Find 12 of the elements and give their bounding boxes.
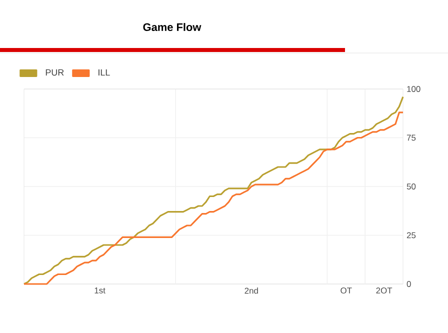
y-tick-label: 50	[406, 184, 416, 190]
chart-title: Game Flow	[143, 22, 202, 32]
y-tick-label: 75	[406, 134, 416, 141]
x-tick-label: 1st	[94, 288, 106, 294]
y-tick-label: 0	[406, 281, 411, 287]
y-tick-label: 100	[407, 86, 420, 92]
x-tick-label: OT	[340, 288, 352, 294]
x-tick-label: 2nd	[244, 288, 258, 294]
legend-label: ILL	[98, 69, 110, 76]
y-tick-label: 25	[406, 232, 416, 238]
legend-label: PUR	[46, 69, 64, 76]
x-tick-label: 2OT	[376, 288, 392, 294]
